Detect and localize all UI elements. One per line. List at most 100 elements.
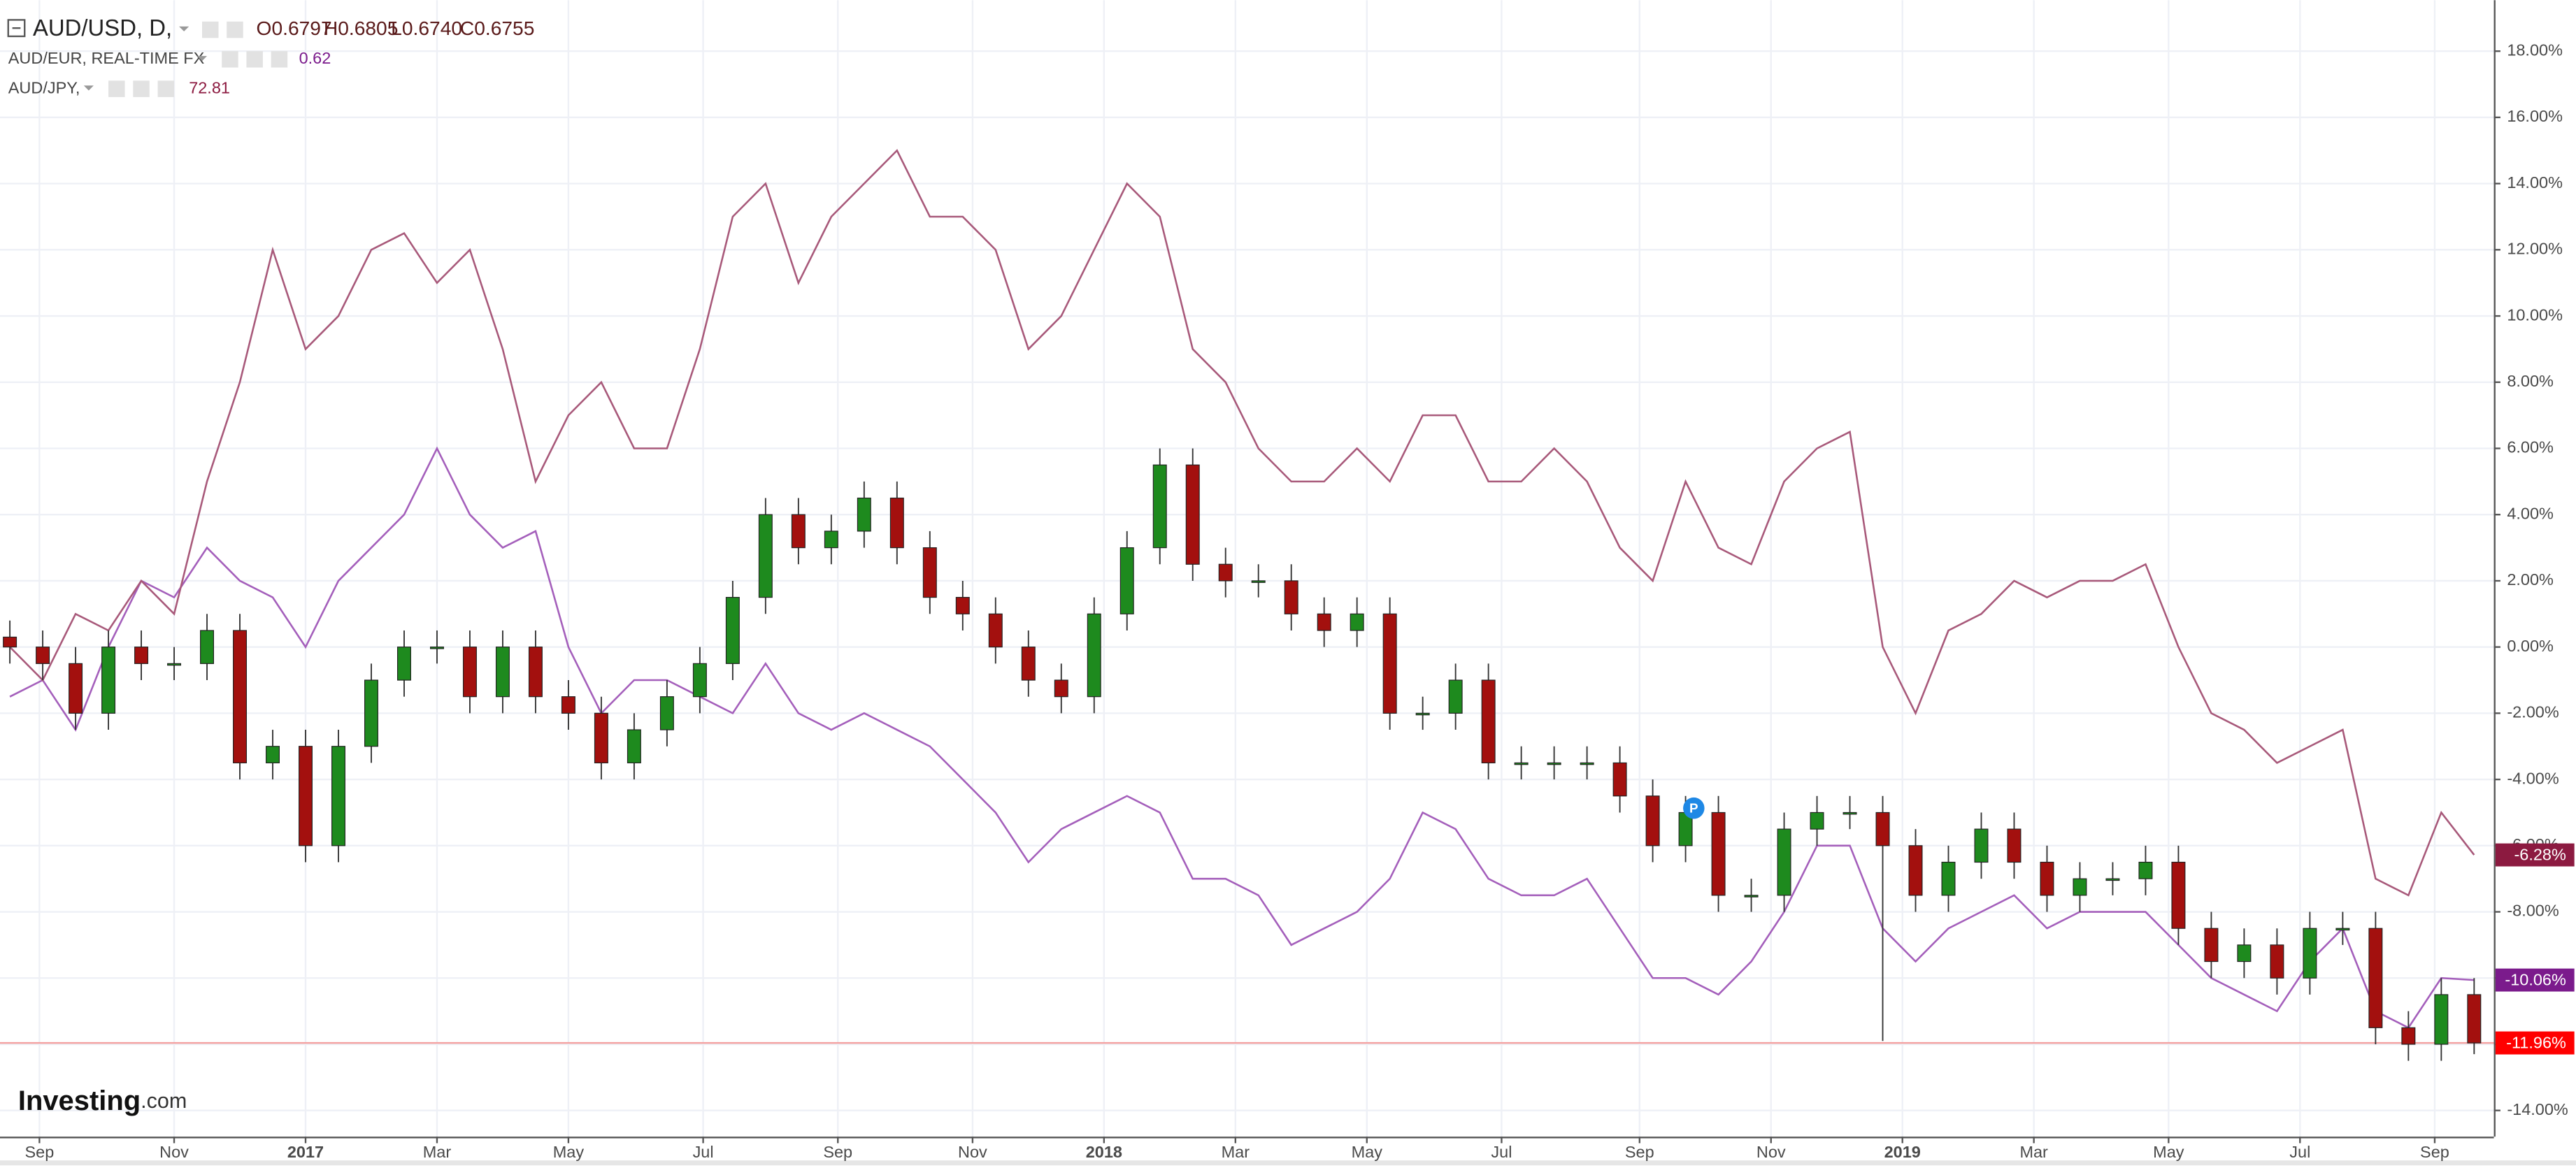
marker-label: P (1689, 800, 1698, 815)
x-tick-label: May (1352, 1143, 1383, 1161)
logo-suffix: .com (141, 1089, 187, 1113)
candle-body (396, 647, 411, 681)
logo-main: Investing (18, 1085, 141, 1116)
candle-body (1547, 762, 1561, 765)
candle-body (266, 746, 280, 764)
candle-body (2105, 878, 2120, 881)
series-price: 0.62 (299, 49, 331, 67)
x-tick-label: Sep (24, 1143, 54, 1161)
candle-body (3, 636, 17, 648)
candle-body (1382, 613, 1397, 714)
candle-body (1152, 464, 1167, 549)
x-tick-label: Jul (2289, 1143, 2310, 1161)
candle-body (1087, 613, 1101, 698)
candle-body (1842, 812, 1857, 815)
event-marker[interactable]: P (1683, 797, 1705, 819)
candle-body (1941, 861, 1956, 896)
x-tick-label: 2018 (1086, 1143, 1122, 1161)
x-tick-label: Nov (958, 1143, 987, 1161)
price-label: -10.06% (2505, 970, 2566, 988)
x-tick-label: 2017 (287, 1143, 324, 1161)
settings-icon[interactable] (246, 51, 263, 68)
candle-body (1514, 762, 1529, 765)
ohlc-close: C0.6755 (460, 17, 535, 39)
candle-body (1908, 845, 1923, 896)
candle-body (1317, 613, 1331, 631)
candle-body (1021, 647, 1036, 681)
candle-body (857, 497, 871, 532)
dropdown-icon[interactable] (196, 56, 208, 62)
price-label: -6.28% (2514, 845, 2566, 863)
dropdown-icon[interactable] (179, 26, 189, 31)
candle-body (462, 647, 477, 698)
candle-body (1218, 563, 1233, 582)
x-tick-label: May (553, 1143, 585, 1161)
candle-body (2401, 1027, 2416, 1045)
logo: Investing.com (18, 1085, 187, 1116)
candle-body (2204, 928, 2219, 962)
x-tick-label: Sep (1625, 1143, 1654, 1161)
line (9, 446, 2475, 1029)
candle-body (299, 746, 313, 846)
candle-body (429, 647, 444, 649)
candle-body (955, 597, 970, 614)
candle-body (1119, 547, 1134, 614)
y-tick-label: -14.00% (2507, 1100, 2568, 1118)
settings-icon[interactable] (133, 80, 150, 97)
candle-body (627, 729, 641, 764)
remove-icon[interactable] (271, 51, 288, 68)
candle-body (1481, 679, 1496, 764)
candle-body (200, 630, 215, 664)
visibility-icon[interactable] (108, 80, 125, 97)
price-label-bg (2495, 1031, 2575, 1055)
candle-body (1580, 762, 1594, 765)
candle-body (2467, 994, 2482, 1044)
series-price: 72.81 (189, 78, 230, 96)
y-tick-label: 8.00% (2507, 372, 2554, 390)
remove-icon[interactable] (157, 80, 175, 97)
candle-body (1185, 464, 1200, 565)
candle-body (889, 497, 904, 549)
series-name: AUD/USD, D, (33, 15, 172, 41)
candle-body (1284, 580, 1298, 614)
dropdown-icon[interactable] (83, 85, 94, 91)
settings-icon[interactable] (227, 21, 243, 38)
candle-body (495, 647, 510, 698)
candle-body (134, 647, 149, 664)
candle-body (1711, 812, 1726, 896)
candle-body (659, 696, 674, 730)
y-tick-label: 18.00% (2507, 41, 2563, 59)
price-label: -11.96% (2506, 1033, 2566, 1051)
x-tick-label: Nov (159, 1143, 189, 1161)
candle-body (331, 746, 345, 846)
marker-dot[interactable] (1683, 797, 1705, 819)
x-tick-label: Jul (1491, 1143, 1512, 1161)
candle-body (1251, 580, 1266, 583)
ohlc-low: L0.6740 (391, 17, 462, 39)
collapse-button[interactable] (7, 19, 26, 38)
visibility-icon[interactable] (222, 51, 238, 68)
candle-body (824, 531, 838, 549)
candle-body (2270, 944, 2284, 979)
candle-body (1974, 828, 1989, 863)
candle-body (2434, 994, 2449, 1045)
line (9, 149, 2475, 897)
candle-body (725, 597, 740, 664)
candle-body (2138, 861, 2153, 879)
candle-body (2237, 944, 2252, 962)
x-tick-label: May (2153, 1143, 2184, 1161)
visibility-icon[interactable] (201, 21, 219, 38)
y-tick-label: -2.00% (2507, 703, 2559, 721)
x-tick-label: Mar (2019, 1143, 2048, 1161)
candle-body (2335, 928, 2350, 931)
candle-body (692, 663, 707, 698)
series-name: AUD/JPY, (8, 78, 80, 96)
y-tick-label: 10.00% (2507, 305, 2563, 324)
candle-body (791, 514, 806, 549)
x-tick-label: Jul (693, 1143, 714, 1161)
candle-body (233, 630, 248, 764)
candle-body (364, 679, 378, 747)
candle-body (36, 647, 50, 664)
